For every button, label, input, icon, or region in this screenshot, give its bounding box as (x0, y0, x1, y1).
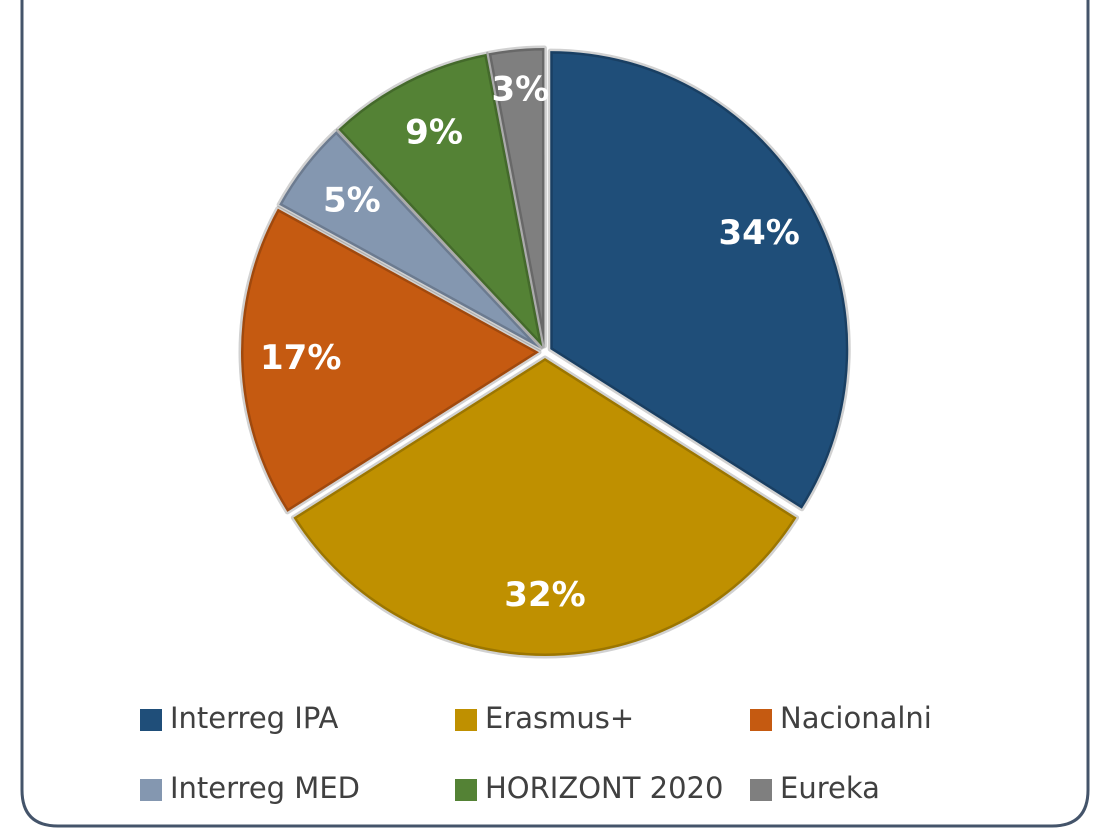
legend-swatch (750, 779, 772, 801)
legend-swatch (455, 709, 477, 731)
pie-slice (276, 128, 543, 351)
legend-label: HORIZONT 2020 (485, 771, 723, 805)
legend-swatch (140, 709, 162, 731)
legend-label: Eureka (780, 771, 880, 805)
data-label: 32% (504, 575, 585, 615)
data-label: 5% (323, 181, 381, 221)
pie-slice (290, 355, 800, 659)
legend-label: Interreg IPA (170, 701, 338, 735)
pie-slice (486, 45, 547, 349)
pie: 34% 32% 17% 5% 9% 3% (238, 45, 851, 659)
legend-swatch (140, 779, 162, 801)
pie-slice (547, 48, 851, 512)
pie-slice (238, 206, 542, 515)
data-label: 9% (405, 113, 463, 153)
data-label: 3% (491, 69, 549, 109)
legend-label: Interreg MED (170, 771, 360, 805)
data-label: 17% (260, 338, 341, 378)
frame (20, 0, 1090, 828)
legend-label: Erasmus+ (485, 701, 634, 735)
data-label: 34% (718, 213, 799, 253)
legend-swatch (455, 779, 477, 801)
pie-slice (335, 51, 545, 350)
legend: Interreg IPA Erasmus+ Nacionalni Interreg M… (140, 701, 932, 805)
legend-swatch (750, 709, 772, 731)
legend-label: Nacionalni (780, 701, 932, 735)
